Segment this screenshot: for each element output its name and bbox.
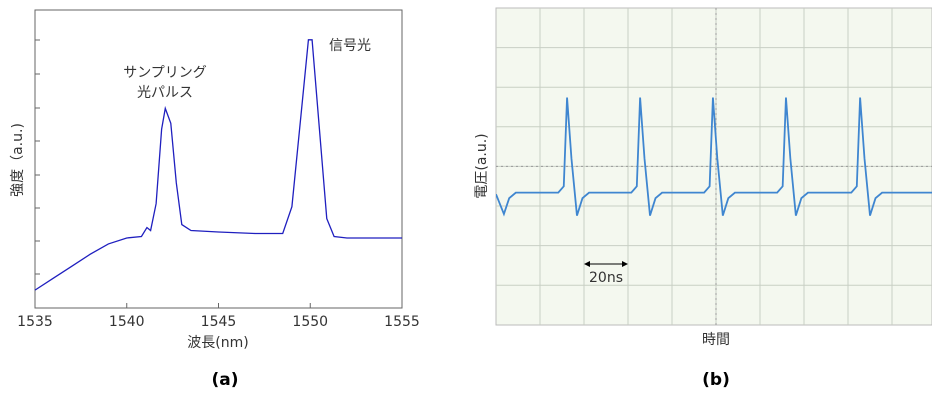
x-tick-label: 1550 <box>292 314 328 330</box>
x-axis-label: 波長(nm) <box>187 335 248 351</box>
y-axis-label: 強度（a.u.) <box>10 123 26 197</box>
annotation: 20ns <box>589 270 623 286</box>
data-line <box>35 40 402 290</box>
annotation: 信号光 <box>329 38 371 54</box>
annotation: 光パルス <box>137 85 193 101</box>
x-tick-label: 1540 <box>109 314 145 330</box>
annotation: サンプリング <box>123 65 207 81</box>
x-tick-label: 1545 <box>201 314 237 330</box>
caption: (a) <box>211 370 238 390</box>
plot-frame-a <box>35 10 402 308</box>
caption: (b) <box>702 370 730 390</box>
figure: 波長(nm) 強度（a.u.) サンプリング 光パルス 信号光 (a) 時間 電… <box>0 0 932 394</box>
x-tick-label: 1535 <box>17 314 53 330</box>
x-tick-label: 1555 <box>384 314 420 330</box>
x-axis-label: 時間 <box>702 332 730 348</box>
y-tick-marks-a <box>35 40 40 274</box>
y-axis-label: 電圧(a.u.) <box>474 133 490 198</box>
